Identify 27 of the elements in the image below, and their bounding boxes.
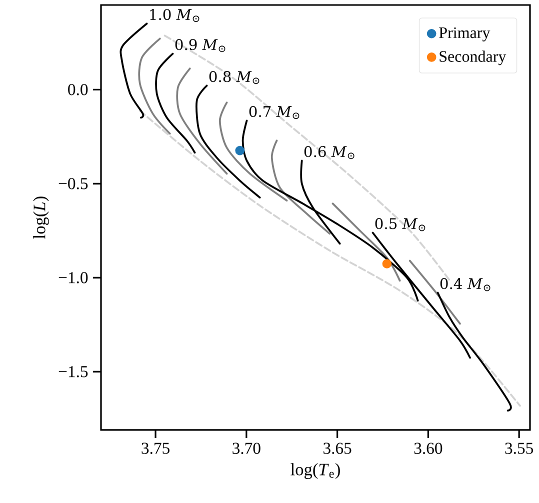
line-series [436, 292, 512, 412]
line-series [300, 160, 341, 245]
x-tick-label: 3.60 [414, 442, 442, 454]
annotation: 0.8 M$_{⊙}$ [209, 71, 260, 84]
x-axis-title: log(T$_{e}$) [290, 463, 340, 479]
x-tick-label: 3.65 [324, 442, 352, 454]
annotation: 1.0 M$_{⊙}$ [150, 8, 200, 22]
annotation: 0.7 M$_{⊙}$ [249, 106, 300, 120]
line-series [120, 22, 148, 119]
line-series [332, 202, 401, 282]
annotation: 0.9 M$_{⊙}$ [175, 39, 226, 52]
y-tick-label: −0.5 [58, 178, 88, 190]
annotation: 0.4 M$_{⊙}$ [440, 278, 490, 292]
annotation: 0.6 M$_{⊙}$ [304, 146, 354, 160]
x-tick-label: 3.75 [142, 442, 170, 454]
y-tick-label: 0.0 [68, 84, 88, 96]
line-series [270, 140, 331, 235]
x-tick-label: 3.70 [232, 442, 260, 454]
annotation: 0.5 M$_{⊙}$ [375, 218, 426, 232]
legend-label: Secondary [440, 50, 506, 66]
y-tick-label: −1.0 [58, 272, 88, 284]
line-series [138, 38, 171, 135]
y-axis-title: log(L) [33, 196, 49, 239]
x-tick-label: 3.55 [505, 442, 534, 454]
y-tick-label: −1.5 [58, 366, 88, 378]
line-series [155, 52, 196, 154]
legend-label: Primary [439, 27, 490, 42]
